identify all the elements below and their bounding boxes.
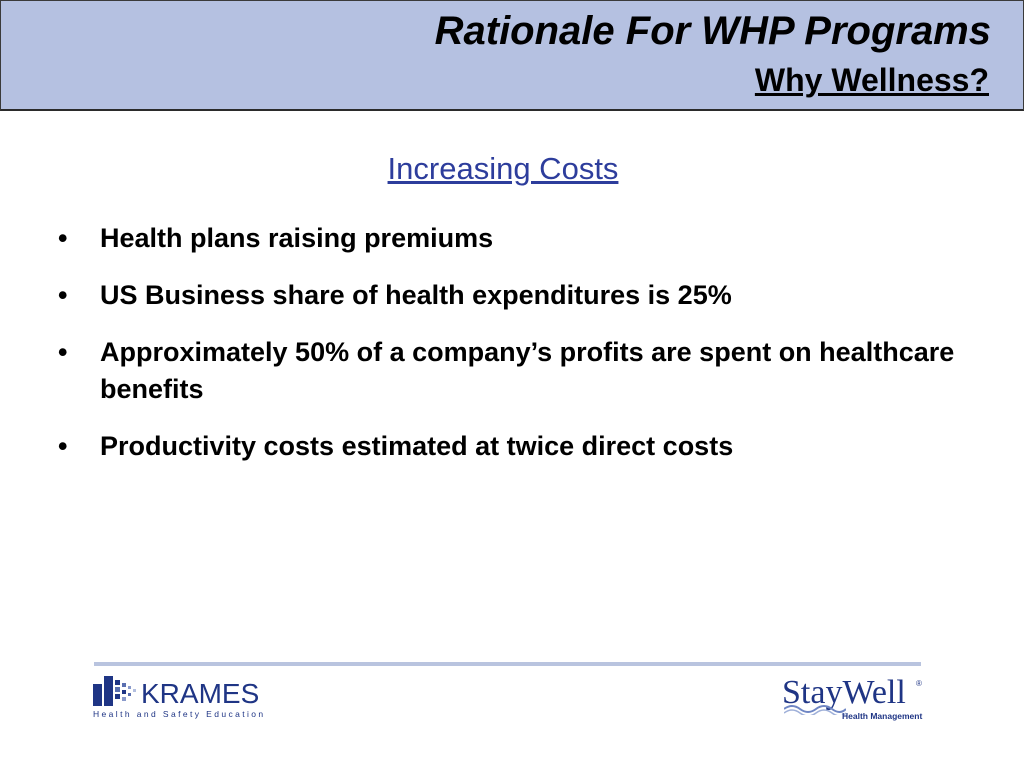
bullet-icon: • — [58, 280, 68, 310]
bullet-text: US Business share of health expenditures… — [100, 280, 732, 310]
staywell-wordmark: StayWell — [782, 674, 906, 711]
krames-logo-mark-icon — [93, 674, 139, 713]
bullet-item: • US Business share of health expenditur… — [58, 277, 958, 314]
slide-title: Rationale For WHP Programs — [434, 9, 991, 53]
krames-wordmark: KRAMES — [141, 678, 260, 709]
bullet-item: • Approximately 50% of a company’s profi… — [58, 334, 958, 408]
krames-tagline: Health and Safety Education — [93, 709, 266, 719]
bullet-text: Approximately 50% of a company’s profits… — [100, 337, 955, 404]
bullet-text: Health plans raising premiums — [100, 223, 494, 253]
bullet-icon: • — [58, 431, 68, 461]
krames-logo: KRAMES Health and Safety Education — [93, 674, 283, 722]
staywell-wave-icon — [783, 702, 847, 720]
bullet-list: • Health plans raising premiums • US Bus… — [58, 220, 958, 485]
staywell-registered-mark: ® — [916, 679, 922, 688]
bullet-icon: • — [58, 337, 68, 367]
footer-divider — [94, 662, 921, 666]
bullet-item: • Health plans raising premiums — [58, 220, 958, 257]
section-heading: Increasing Costs — [387, 151, 619, 186]
bullet-item: • Productivity costs estimated at twice … — [58, 428, 958, 465]
staywell-tagline: Health Management — [842, 711, 923, 721]
bullet-text: Productivity costs estimated at twice di… — [100, 431, 734, 461]
slide-subtitle: Why Wellness? — [754, 62, 989, 98]
title-bar: Rationale For WHP Programs Why Wellness? — [0, 0, 1024, 111]
staywell-logo: StayWell ® Health Management — [782, 676, 922, 726]
bullet-icon: • — [58, 223, 68, 253]
